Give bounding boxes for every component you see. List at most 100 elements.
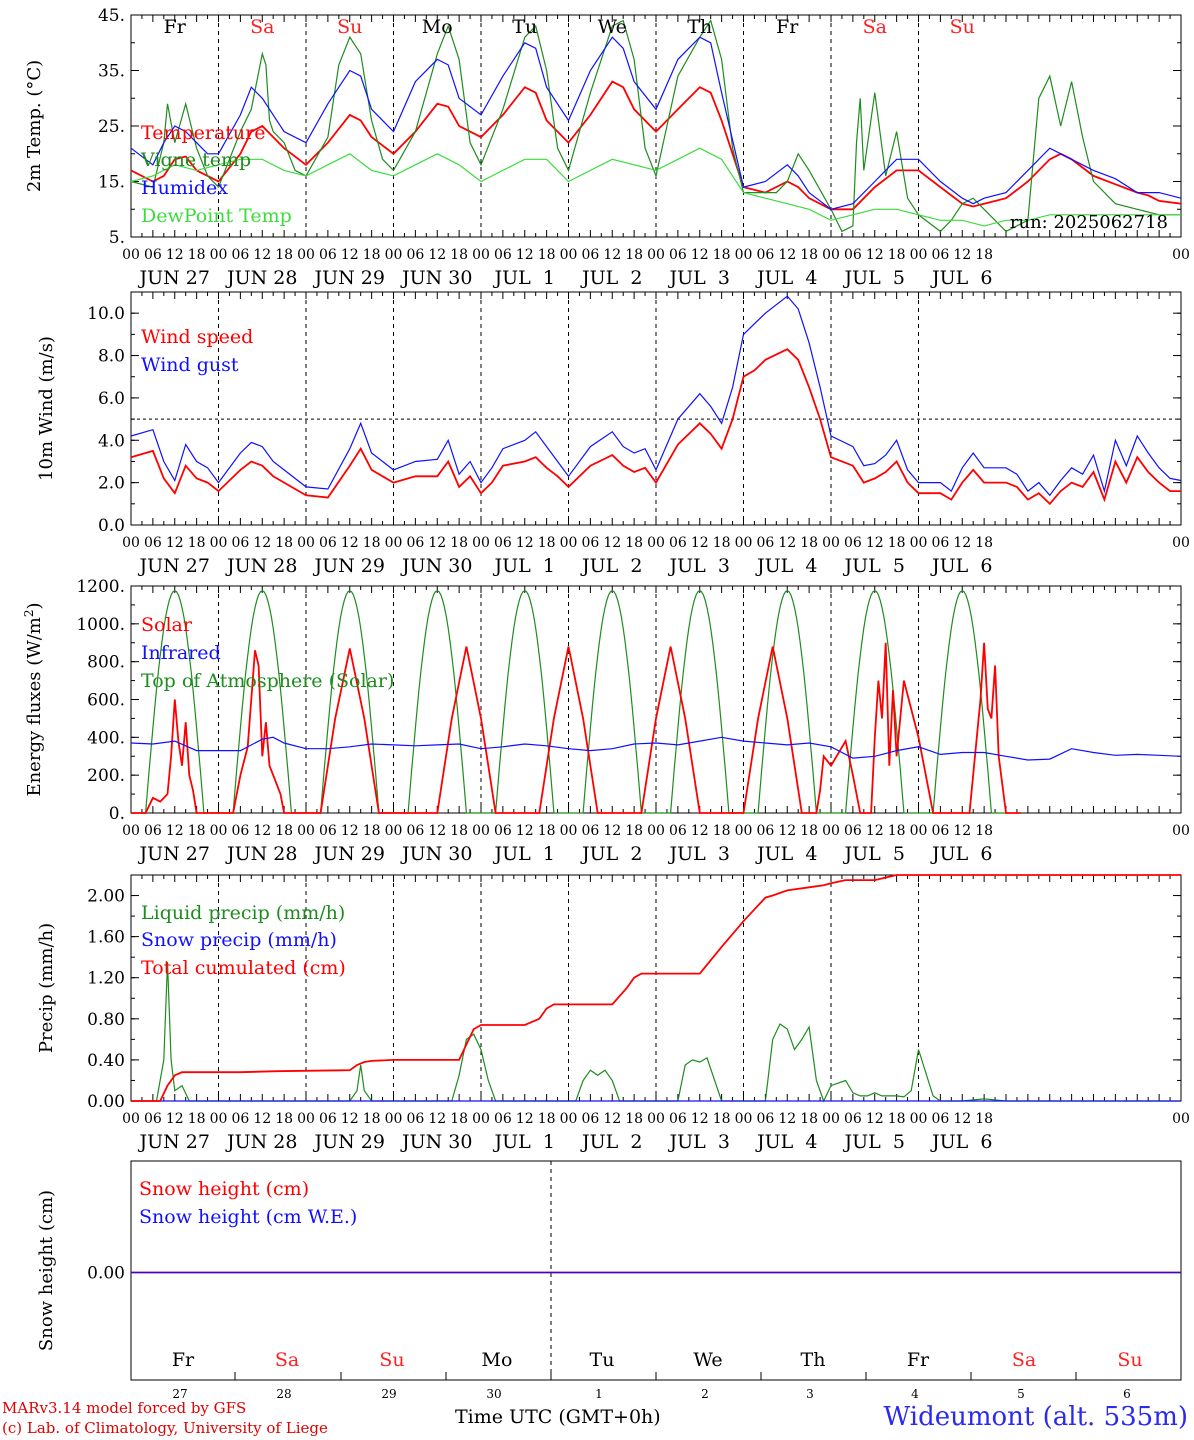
y-tick-label: 0. [109, 804, 125, 824]
x-hour-label: 12 [166, 1111, 184, 1127]
day-number-label: 5 [1017, 1387, 1025, 1401]
x-hour-label: 18 [188, 1111, 206, 1127]
x-hour-label: 06 [231, 247, 249, 263]
x-date-label: JUN 28 [225, 267, 297, 289]
y-tick-label: 400. [87, 728, 125, 748]
x-hour-label: 18 [625, 535, 643, 551]
credit-line-1: MARv3.14 model forced by GFS [2, 1399, 247, 1417]
x-hour-label: 12 [341, 247, 359, 263]
x-hour-label: 00 [1172, 247, 1190, 263]
day-of-week-label: Mo [422, 16, 453, 38]
x-hour-label: 00 [297, 823, 315, 839]
y-tick-label: 4.0 [98, 431, 125, 451]
x-date-label: JUN 27 [138, 843, 210, 865]
panel-5: 0.00 Snow height (cm) Snow height (cm) Snow… [36, 1160, 1182, 1401]
x-hour-label: 12 [691, 1111, 709, 1127]
x-hour-label: 12 [866, 535, 884, 551]
x-hour-label: 00 [385, 247, 403, 263]
x-date-label: JUN 30 [400, 1131, 472, 1153]
x-hour-label: 06 [669, 823, 687, 839]
x-date-label: JUL 3 [668, 1131, 730, 1153]
x-hour-label: 18 [188, 823, 206, 839]
x-hour-label: 00 [735, 1111, 753, 1127]
x-hour-label: 06 [931, 1111, 949, 1127]
x-hour-label: 18 [275, 535, 293, 551]
x-date-label: JUL 6 [930, 267, 992, 289]
x-hour-label: 06 [144, 247, 162, 263]
x-hour-label: 18 [800, 823, 818, 839]
y-tick-label: 0.00 [87, 1092, 125, 1112]
legend-entry: Snow height (cm W.E.) [139, 1206, 357, 1228]
toa-solar-line [831, 590, 919, 814]
day-of-week-label: Su [337, 16, 362, 38]
day-of-week-label: Sa [250, 16, 274, 38]
x-hour-label: 00 [560, 247, 578, 263]
credit-line-2: (c) Lab. of Climatology, University of L… [2, 1419, 328, 1437]
x-hour-label: 18 [188, 247, 206, 263]
day-of-week-label: Th [801, 1349, 826, 1371]
x-date-label: JUN 30 [400, 267, 472, 289]
panel-2: 10.0 8.0 6.0 4.0 2.0 0.0 10m Wind (m/s) Wind sp… [36, 291, 1190, 577]
x-hour-label: 12 [866, 247, 884, 263]
x-hour-label: 18 [450, 247, 468, 263]
x-hour-label: 12 [428, 247, 446, 263]
legend-entry: Solar [141, 614, 193, 636]
x-date-label: JUL 4 [755, 267, 817, 289]
x-hour-label: 00 [822, 1111, 840, 1127]
day-of-week-label: Su [1117, 1349, 1142, 1371]
y-tick-label: 2.00 [87, 887, 125, 907]
x-hour-label: 06 [406, 535, 424, 551]
x-hour-label: 00 [735, 535, 753, 551]
x-hour-label: 18 [888, 247, 906, 263]
x-hour-label: 12 [166, 535, 184, 551]
day-of-week-label: Th [687, 16, 712, 38]
x-date-label: JUL 6 [930, 555, 992, 577]
toa-solar-line [218, 590, 306, 814]
x-date-label: JUN 28 [225, 843, 297, 865]
day-of-week-label: We [693, 1349, 722, 1371]
x-hour-label: 18 [275, 823, 293, 839]
x-hour-label: 12 [253, 535, 271, 551]
x-hour-label: 06 [494, 823, 512, 839]
x-hour-label: 12 [603, 535, 621, 551]
x-hour-label: 18 [800, 535, 818, 551]
x-hour-label: 00 [735, 247, 753, 263]
x-hour-label: 00 [910, 247, 928, 263]
x-hour-label: 18 [713, 1111, 731, 1127]
day-number-label: 2 [701, 1387, 709, 1401]
x-date-label: JUL 4 [755, 1131, 817, 1153]
x-date-label: JUL 3 [668, 555, 730, 577]
x-hour-label: 12 [953, 1111, 971, 1127]
series-solar [131, 642, 1021, 814]
x-date-label: JUN 29 [313, 1131, 385, 1153]
series-infrared [130, 736, 1182, 761]
x-hour-label: 00 [1172, 823, 1190, 839]
x-date-label: JUN 28 [225, 555, 297, 577]
x-hour-label: 18 [713, 823, 731, 839]
y-tick-label: 35. [98, 62, 125, 82]
x-hour-label: 06 [581, 823, 599, 839]
x-hour-label: 06 [494, 247, 512, 263]
x-hour-label: 18 [538, 535, 556, 551]
day-of-week-label: Tu [512, 16, 537, 38]
y-tick-label: 1.60 [87, 928, 125, 948]
toa-solar-line [481, 590, 569, 814]
x-hour-label: 12 [166, 247, 184, 263]
x-hour-label: 06 [494, 535, 512, 551]
x-hour-label: 00 [472, 823, 490, 839]
y-axis-title: Snow height (cm) [36, 1190, 57, 1351]
panel-3: 1200. 1000. 800. 600. 400. 200. 0. Energy fluxe… [22, 577, 1190, 865]
x-hour-label: 00 [560, 1111, 578, 1127]
x-hour-label: 12 [428, 535, 446, 551]
x-hour-label: 12 [516, 823, 534, 839]
x-hour-label: 06 [669, 247, 687, 263]
x-hour-label: 12 [603, 1111, 621, 1127]
x-hour-label: 06 [494, 1111, 512, 1127]
toa-solar-line [656, 590, 744, 814]
x-hour-label: 18 [363, 1111, 381, 1127]
x-hour-label: 06 [319, 823, 337, 839]
x-hour-label: 06 [319, 1111, 337, 1127]
x-date-label: JUL 5 [843, 267, 905, 289]
x-hour-label: 00 [297, 247, 315, 263]
